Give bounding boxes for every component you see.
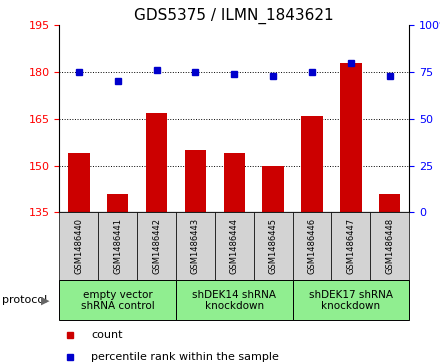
Bar [176,212,215,280]
Text: empty vector
shRNA control: empty vector shRNA control [81,290,154,311]
Text: ▶: ▶ [40,295,49,305]
Text: GSM1486445: GSM1486445 [269,218,278,274]
Text: shDEK17 shRNA
knockdown: shDEK17 shRNA knockdown [309,290,393,311]
Bar [340,63,362,212]
Bar [263,166,284,212]
Text: protocol: protocol [2,295,48,305]
Bar [59,280,176,321]
Text: GSM1486448: GSM1486448 [385,218,394,274]
Bar [176,280,293,321]
Text: GSM1486443: GSM1486443 [191,218,200,274]
Text: GSM1486447: GSM1486447 [346,218,356,274]
Bar [59,212,98,280]
Bar [68,153,89,212]
Text: GSM1486442: GSM1486442 [152,218,161,274]
Bar [379,194,400,212]
Bar [254,212,293,280]
Text: count: count [91,330,122,340]
Title: GDS5375 / ILMN_1843621: GDS5375 / ILMN_1843621 [135,8,334,24]
Bar [293,212,331,280]
Bar [331,212,370,280]
Text: percentile rank within the sample: percentile rank within the sample [91,352,279,362]
Bar [224,153,245,212]
Text: GSM1486440: GSM1486440 [74,218,83,274]
Text: GSM1486441: GSM1486441 [113,218,122,274]
Text: GSM1486446: GSM1486446 [308,218,316,274]
Text: GSM1486444: GSM1486444 [230,218,239,274]
Bar [293,280,409,321]
Bar [185,150,206,212]
Bar [215,212,254,280]
Bar [370,212,409,280]
Bar [137,212,176,280]
Text: shDEK14 shRNA
knockdown: shDEK14 shRNA knockdown [192,290,276,311]
Bar [98,212,137,280]
Bar [107,194,128,212]
Bar [301,116,323,212]
Bar [146,113,167,212]
